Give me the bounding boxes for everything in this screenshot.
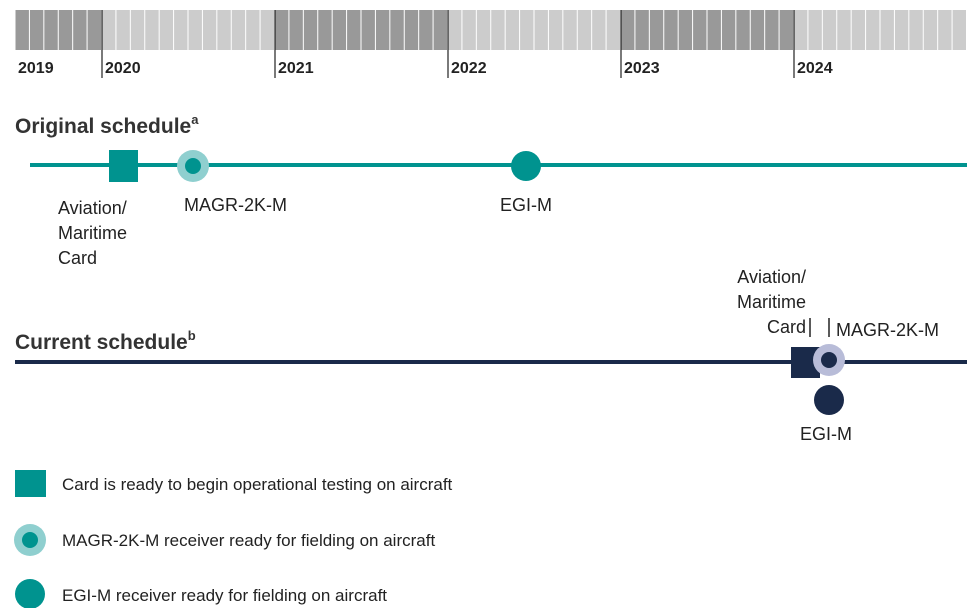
month-cell — [404, 10, 419, 50]
month-cell — [491, 10, 505, 50]
legend-text: MAGR-2K-M receiver ready for fielding on… — [62, 531, 435, 550]
month-cell — [390, 10, 404, 50]
month-cell — [231, 10, 246, 50]
month-cell — [58, 10, 73, 50]
month-cell — [635, 10, 649, 50]
magr-label: MAGR-2K-M — [184, 195, 287, 215]
month-cell — [880, 10, 894, 50]
card-label: Maritime — [58, 223, 127, 243]
month-cell — [102, 10, 116, 50]
month-cell — [29, 10, 44, 50]
month-cell — [736, 10, 750, 50]
egi-label: EGI-M — [500, 195, 552, 215]
month-cell — [520, 10, 534, 50]
month-cell — [462, 10, 476, 50]
month-cell — [361, 10, 375, 50]
month-cell — [548, 10, 563, 50]
year-label: 2024 — [797, 60, 833, 77]
month-cell — [130, 10, 145, 50]
month-cell — [275, 10, 289, 50]
month-cell — [188, 10, 202, 50]
month-cell — [894, 10, 909, 50]
card-label: Maritime — [737, 292, 806, 312]
month-cell — [303, 10, 318, 50]
month-cell — [145, 10, 159, 50]
magr-marker-inner — [821, 352, 837, 368]
month-cell — [909, 10, 923, 50]
current-title: Current scheduleb — [15, 328, 196, 354]
card-label: Aviation/ — [737, 267, 806, 287]
card-label: Card — [58, 248, 97, 268]
month-cell — [202, 10, 217, 50]
month-cell — [375, 10, 390, 50]
month-cell — [347, 10, 361, 50]
year-label: 2023 — [624, 60, 660, 77]
month-cell — [448, 10, 462, 50]
month-cell — [938, 10, 952, 50]
month-cell — [866, 10, 880, 50]
legend-square — [15, 470, 46, 497]
month-cell — [621, 10, 635, 50]
month-cell — [217, 10, 231, 50]
month-cell — [693, 10, 707, 50]
month-cell — [779, 10, 793, 50]
month-cell — [664, 10, 678, 50]
month-cell — [87, 10, 101, 50]
month-cell — [721, 10, 736, 50]
card-marker — [109, 150, 138, 182]
month-cell — [289, 10, 303, 50]
month-cell — [73, 10, 87, 50]
year-label: 2020 — [105, 60, 141, 77]
card-label: Card — [767, 317, 806, 337]
month-cell — [419, 10, 433, 50]
year-bar: 2019 2020 2021 2022 2023 2024 — [15, 10, 966, 78]
month-cell — [476, 10, 491, 50]
magr-marker-inner — [185, 158, 201, 174]
month-cell — [851, 10, 866, 50]
year-label: 2022 — [451, 60, 487, 77]
legend-circle-inner — [22, 532, 38, 548]
month-cell — [577, 10, 592, 50]
month-cell — [15, 10, 29, 50]
magr-label: MAGR-2K-M — [836, 320, 939, 340]
card-label: Aviation/ — [58, 198, 127, 218]
month-cell — [260, 10, 274, 50]
month-cell — [952, 10, 966, 50]
month-cell — [592, 10, 606, 50]
month-cell — [159, 10, 174, 50]
month-cell — [923, 10, 938, 50]
year-label: 2021 — [278, 60, 314, 77]
egi-marker — [511, 151, 541, 181]
month-cell — [678, 10, 693, 50]
month-cell — [433, 10, 447, 50]
month-cell — [116, 10, 130, 50]
month-cell — [174, 10, 188, 50]
month-cell — [246, 10, 260, 50]
year-label: 2019 — [18, 60, 54, 77]
month-cell — [318, 10, 332, 50]
month-cell — [505, 10, 520, 50]
month-cell — [563, 10, 577, 50]
egi-marker — [814, 385, 844, 415]
month-cell — [606, 10, 620, 50]
month-cell — [822, 10, 837, 50]
month-cell — [707, 10, 721, 50]
month-cell — [808, 10, 822, 50]
original-title: Original schedulea — [15, 112, 199, 138]
legend-text: Card is ready to begin operational testi… — [62, 475, 453, 494]
month-cell — [534, 10, 548, 50]
month-cell — [765, 10, 779, 50]
month-cell — [837, 10, 851, 50]
month-cell — [750, 10, 765, 50]
egi-label: EGI-M — [800, 424, 852, 444]
month-cell — [44, 10, 58, 50]
month-cell — [332, 10, 347, 50]
legend-circle — [15, 579, 45, 609]
month-cell — [794, 10, 808, 50]
legend-text: EGI-M receiver ready for fielding on air… — [62, 586, 387, 605]
month-cell — [649, 10, 664, 50]
